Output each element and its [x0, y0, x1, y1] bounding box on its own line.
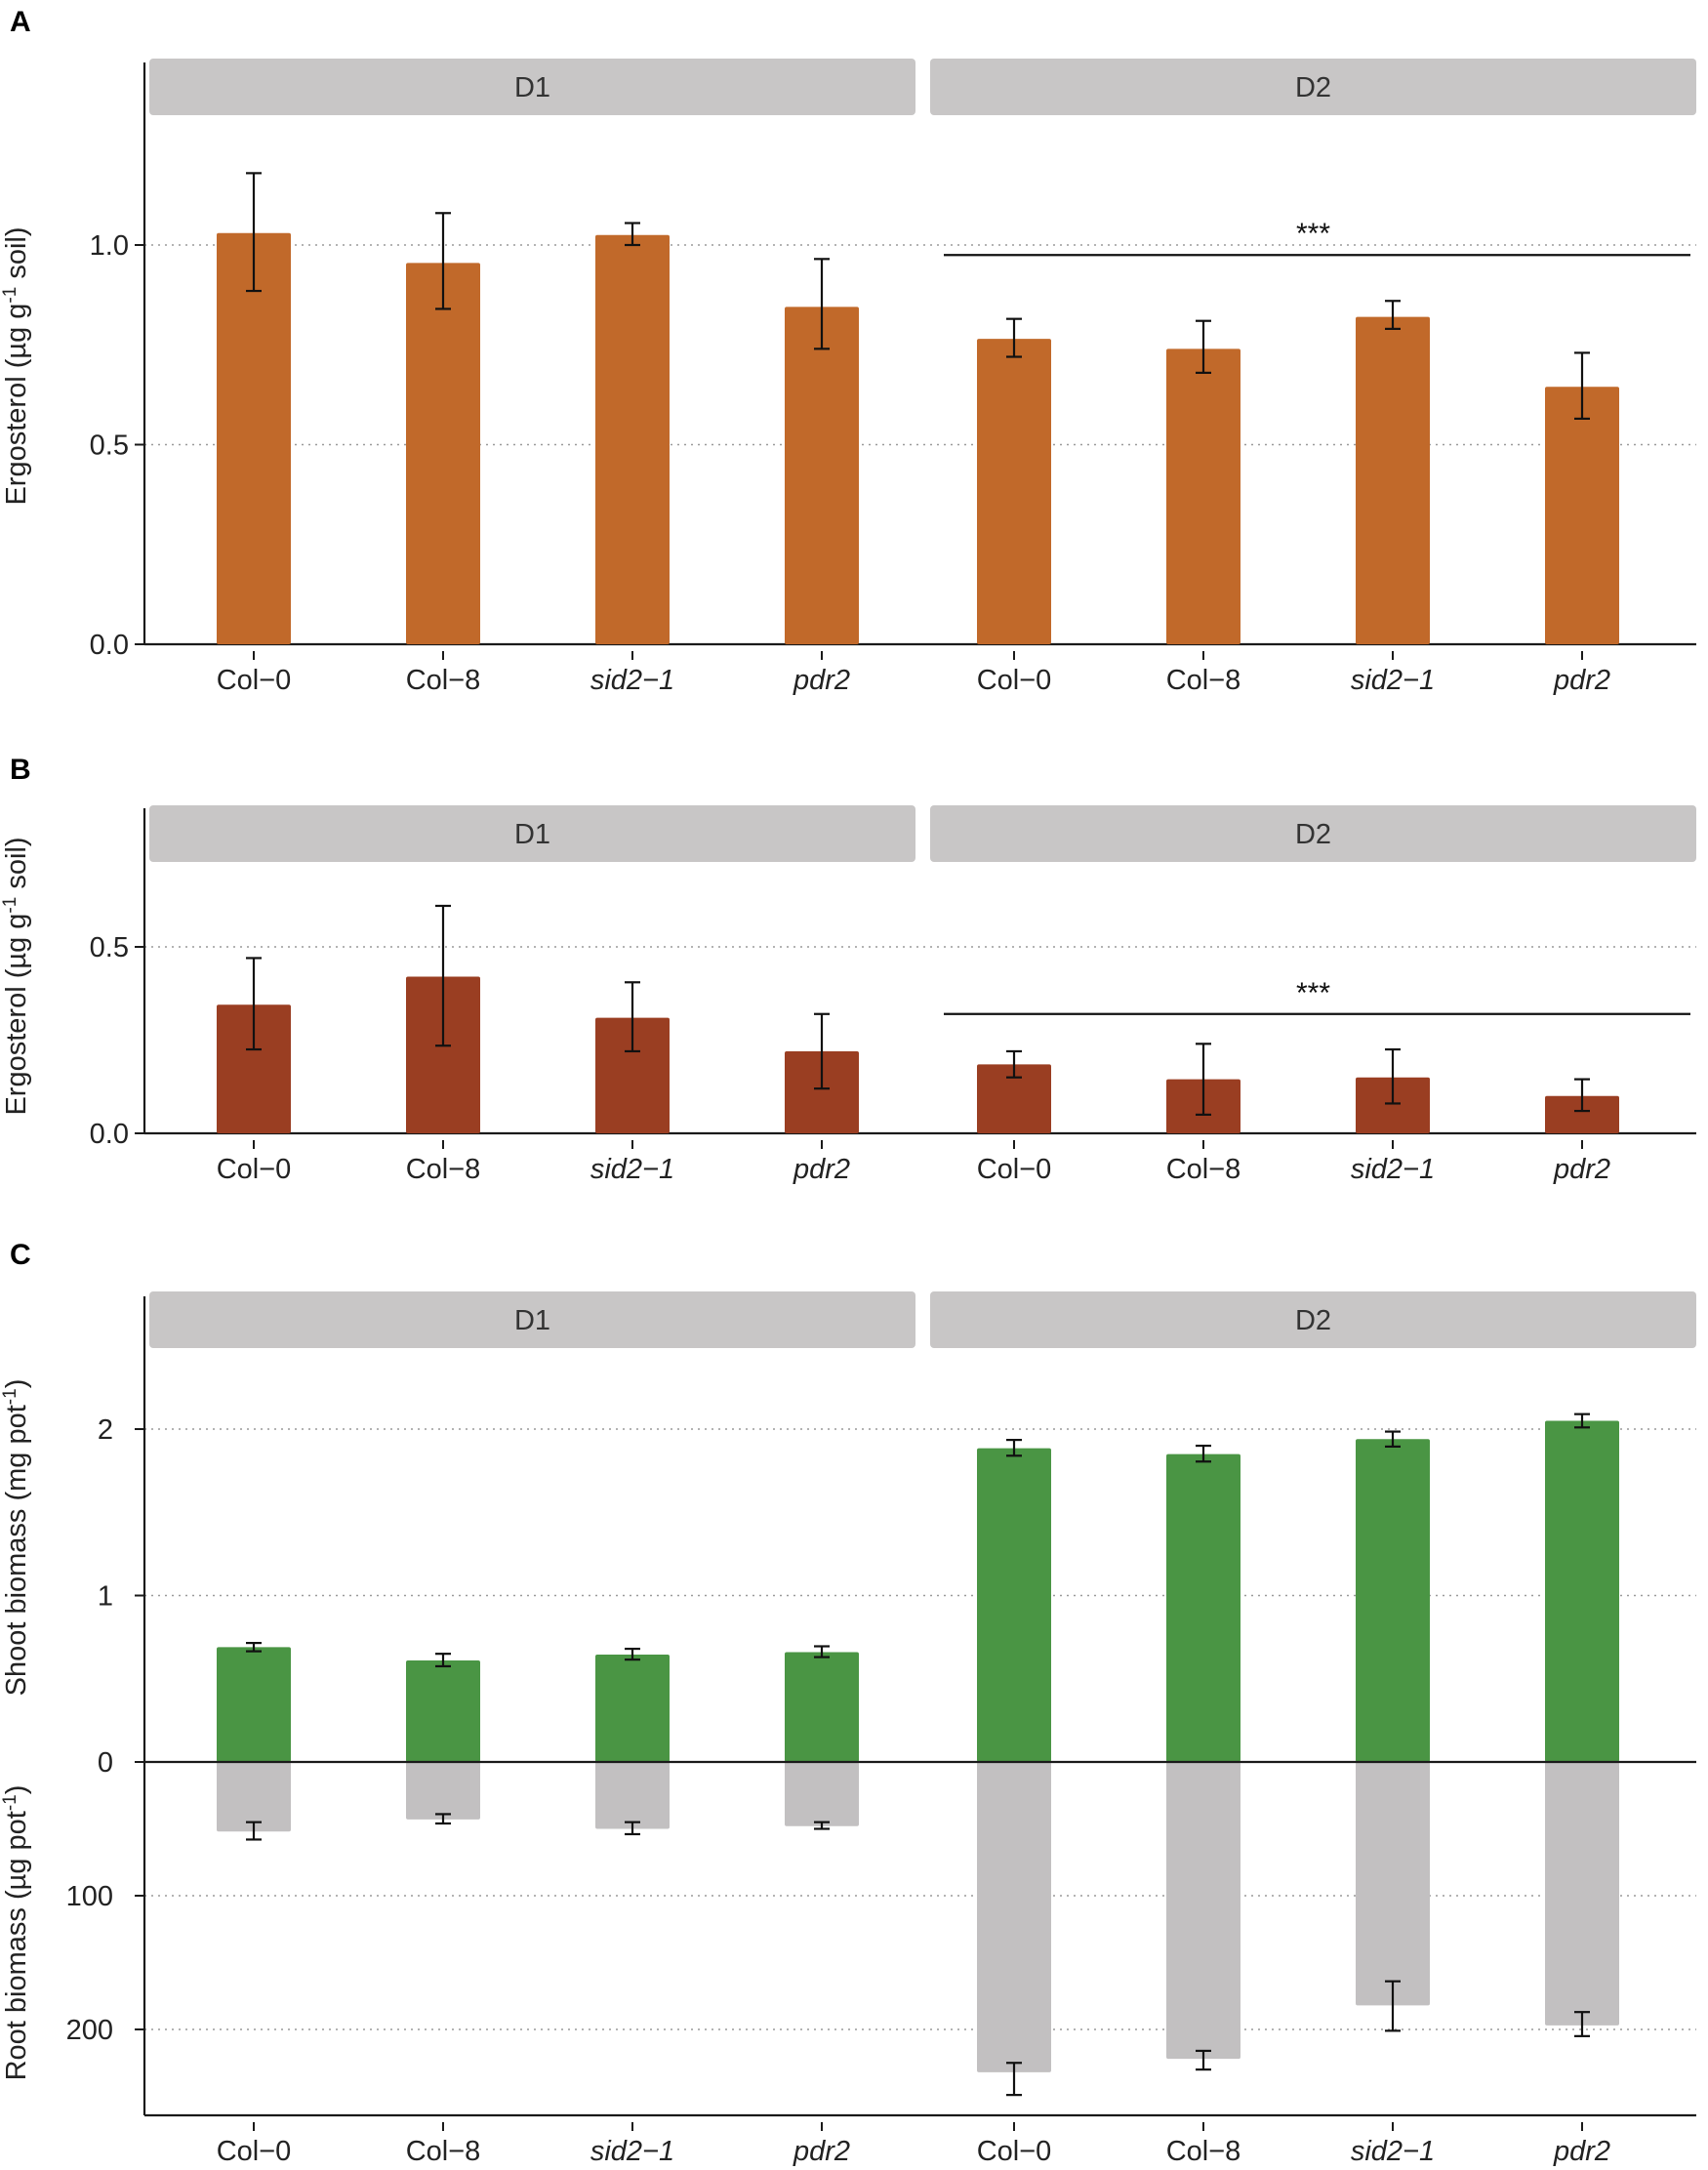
panel-c-root-y-axis-title: Root biomass (µg pot-1): [0, 1785, 32, 2081]
panel-a-xtick-d1-sid2-1: sid2−1: [590, 665, 674, 696]
panel-c-shoot-bar-d1-col-0: [217, 1647, 291, 1762]
panel-a-xtick-d1-col-0: Col−0: [217, 665, 292, 696]
panel-b-bar-d2-sid2-1: [1356, 1077, 1430, 1133]
panel-c-strip-d1: [149, 1291, 915, 1348]
panel-b-xtick-d1-pdr2: pdr2: [793, 1154, 850, 1185]
panel-a-letter: A: [10, 6, 31, 38]
panel-a-bar-d1-pdr2: [785, 307, 859, 644]
panel-a-bar-d2-col-8: [1166, 348, 1240, 644]
panel-c-xtick-d2-sid2-1: sid2−1: [1351, 2136, 1435, 2167]
panel-b-bar-d1-col-8: [406, 976, 480, 1133]
panel-b-xtick-d1-col-0: Col−0: [217, 1154, 292, 1185]
panel-b-bar-d2-pdr2: [1545, 1095, 1619, 1133]
panel-b-xtick-d2-sid2-1: sid2−1: [1351, 1154, 1435, 1185]
panel-a-ytick-0-5: 0.5: [90, 430, 129, 462]
panel-c-shoot-bar-d1-sid2-1: [595, 1655, 670, 1762]
panel-c-xtick-d1-col-0: Col−0: [217, 2136, 292, 2167]
panel-a-bar-d2-col-0: [977, 339, 1051, 644]
panel-c-root-bar-d2-col-8: [1166, 1762, 1240, 2060]
panel-c-xtick-d2-col-0: Col−0: [977, 2136, 1052, 2167]
panel-a-xtick-d2-col-0: Col−0: [977, 665, 1052, 696]
panel-a-xtick-d2-pdr2: pdr2: [1553, 665, 1610, 696]
panel-a-xtick-d2-sid2-1: sid2−1: [1351, 665, 1435, 696]
panel-c-biomass-chart: C D1 D2 0 1 2 100 200 Shoot biomass (mg pot-1) Ro…: [0, 1239, 1696, 2167]
panel-b-bar-d1-pdr2: [785, 1050, 859, 1133]
panel-a-significance-label: ***: [1296, 218, 1330, 250]
panel-c-strip-d2: [930, 1291, 1696, 1348]
panel-a-strip-d1: [149, 59, 915, 115]
panel-c-shoot-bar-d1-col-8: [406, 1659, 480, 1762]
panel-a-bar-d2-sid2-1: [1356, 316, 1430, 644]
panel-c-shoot-ytick-1: 1: [98, 1581, 113, 1613]
panel-c-xtick-d1-sid2-1: sid2−1: [590, 2136, 674, 2167]
panel-c-shoot-bar-d2-col-0: [977, 1448, 1051, 1762]
panel-a-strip-d2: [930, 59, 1696, 115]
panel-a-ytick-0-0: 0.0: [90, 630, 129, 661]
panel-b-strip-d1: [149, 805, 915, 862]
panel-b-xtick-d2-col-8: Col−8: [1166, 1154, 1241, 1185]
panel-c-strip-label-d2: D2: [1295, 1305, 1331, 1336]
panel-a-strip-label-d2: D2: [1295, 72, 1331, 103]
panel-c-xtick-d2-col-8: Col−8: [1166, 2136, 1241, 2167]
panel-b-y-axis-title: Ergosterol (µg g-1 soil): [0, 837, 32, 1115]
panel-a-bar-d1-col-8: [406, 263, 480, 644]
panel-c-xtick-d1-col-8: Col−8: [406, 2136, 481, 2167]
panel-a-xtick-d1-pdr2: pdr2: [793, 665, 850, 696]
panel-b-bar-d2-col-0: [977, 1064, 1051, 1133]
panel-b-ytick-0-5: 0.5: [90, 932, 129, 963]
panel-b-xtick-d1-col-8: Col−8: [406, 1154, 481, 1185]
panel-a-ytick-1-0: 1.0: [90, 230, 129, 262]
panel-c-root-bar-d2-pdr2: [1545, 1762, 1619, 2026]
panel-b-xtick-d2-col-0: Col−0: [977, 1154, 1052, 1185]
panel-c-shoot-bar-d2-col-8: [1166, 1453, 1240, 1762]
panel-a-xtick-d2-col-8: Col−8: [1166, 665, 1241, 696]
panel-b-significance-label: ***: [1296, 977, 1330, 1009]
panel-a-bar-d1-sid2-1: [595, 234, 670, 644]
panel-c-root-bar-d1-sid2-1: [595, 1762, 670, 1829]
panel-c-root-bar-d1-col-0: [217, 1762, 291, 1832]
panel-b-strip-d2: [930, 805, 1696, 862]
panel-a-bar-d2-pdr2: [1545, 387, 1619, 644]
panel-c-strip-label-d1: D1: [514, 1305, 550, 1336]
panel-a-ergosterol-chart: A D1 D2 0.0 0.5 1.0 Ergosterol (µg g-1 soil) **…: [0, 6, 1696, 696]
panel-c-xtick-d2-pdr2: pdr2: [1553, 2136, 1610, 2167]
panel-b-letter: B: [10, 754, 31, 786]
panel-a-bar-d1-col-0: [217, 232, 291, 645]
panel-c-letter: C: [10, 1239, 31, 1271]
panel-c-root-bar-d2-col-0: [977, 1762, 1051, 2072]
panel-c-shoot-y-axis-title: Shoot biomass (mg pot-1): [0, 1379, 32, 1697]
panel-c-shoot-ytick-0: 0: [98, 1747, 113, 1779]
panel-b-xtick-d2-pdr2: pdr2: [1553, 1154, 1610, 1185]
panel-c-shoot-ytick-2: 2: [98, 1414, 113, 1446]
panel-c-root-bar-d1-col-8: [406, 1762, 480, 1820]
panel-c-shoot-bar-d1-pdr2: [785, 1652, 859, 1762]
panel-b-ergosterol-chart: B D1 D2 0.0 0.5 Ergosterol (µg g-1 soil) *** Co…: [0, 754, 1696, 1185]
panel-a-strip-label-d1: D1: [514, 72, 550, 103]
panel-c-shoot-bar-d2-sid2-1: [1356, 1439, 1430, 1762]
panel-b-bar-d1-sid2-1: [595, 1017, 670, 1133]
panel-a-y-axis-title: Ergosterol (µg g-1 soil): [0, 226, 32, 505]
panel-c-root-ytick-200: 200: [66, 2015, 113, 2046]
panel-b-strip-label-d2: D2: [1295, 819, 1331, 850]
panel-a-xtick-d1-col-8: Col−8: [406, 665, 481, 696]
panel-b-ytick-0-0: 0.0: [90, 1119, 129, 1150]
panel-c-xtick-d1-pdr2: pdr2: [793, 2136, 850, 2167]
panel-b-strip-label-d1: D1: [514, 819, 550, 850]
panel-b-bar-d1-col-0: [217, 1004, 291, 1133]
panel-c-shoot-bar-d2-pdr2: [1545, 1420, 1619, 1762]
panel-b-xtick-d1-sid2-1: sid2−1: [590, 1154, 674, 1185]
panel-c-root-ytick-100: 100: [66, 1881, 113, 1912]
panel-c-root-bar-d1-pdr2: [785, 1762, 859, 1826]
panel-c-root-bar-d2-sid2-1: [1356, 1762, 1430, 2006]
